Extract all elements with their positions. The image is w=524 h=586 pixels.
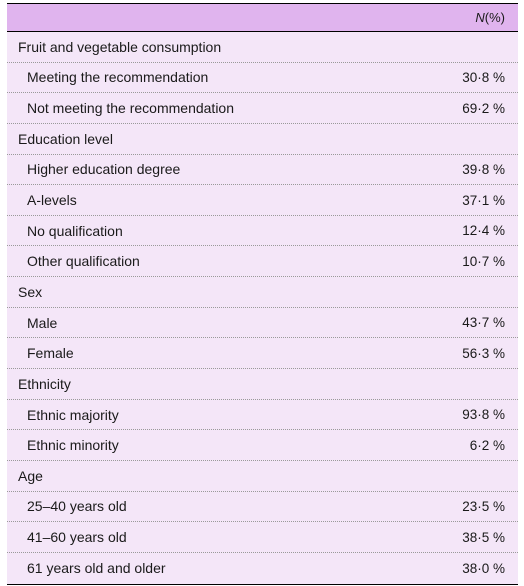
- row-value: 12·4 %: [462, 223, 505, 239]
- row-label: Higher education degree: [27, 161, 181, 178]
- table-body: Fruit and vegetable consumption Meeting t…: [7, 32, 518, 584]
- row-value: 39·8 %: [462, 161, 505, 177]
- row-label: A-levels: [27, 192, 77, 209]
- row-value: 43·7 %: [462, 315, 505, 331]
- row-label: 41–60 years old: [27, 529, 127, 546]
- section-label: Sex: [18, 283, 43, 300]
- row-label: Ethnic minority: [27, 437, 119, 454]
- row-label: Ethnic majority: [27, 406, 119, 423]
- table-row: 41–60 years old 38·5 %: [7, 522, 518, 553]
- table-row: Ethnic minority 6·2 %: [7, 430, 518, 461]
- row-value: 56·3 %: [462, 345, 505, 361]
- row-label: Female: [27, 345, 74, 362]
- table-row: No qualification 12·4 %: [7, 216, 518, 247]
- row-value: 23·5 %: [462, 498, 505, 514]
- table-row: 61 years old and older 38·0 %: [7, 553, 518, 584]
- table-row: Male 43·7 %: [7, 308, 518, 339]
- row-value: 69·2 %: [462, 100, 505, 116]
- row-value: 30·8 %: [462, 69, 505, 85]
- row-label: 25–40 years old: [27, 498, 127, 515]
- row-label: 61 years old and older: [27, 560, 166, 577]
- table-row: Female 56·3 %: [7, 338, 518, 370]
- row-value: 38·5 %: [462, 529, 505, 545]
- section-header-row: Sex: [7, 277, 518, 308]
- section-header-row: Ethnicity: [7, 369, 518, 400]
- section-label: Fruit and vegetable consumption: [18, 38, 222, 55]
- section-header-row: Fruit and vegetable consumption: [7, 32, 518, 63]
- table-row: Other qualification 10·7 %: [7, 246, 518, 278]
- row-label: Not meeting the recommendation: [27, 100, 234, 117]
- section-header-row: Education level: [7, 124, 518, 155]
- section-header-row: Age: [7, 461, 518, 492]
- row-label: Male: [27, 314, 58, 331]
- row-label: Meeting the recommendation: [27, 69, 209, 86]
- table-row: Higher education degree 39·8 %: [7, 155, 518, 186]
- table-row: Ethnic majority 93·8 %: [7, 400, 518, 431]
- row-label: No qualification: [27, 222, 123, 239]
- row-value: 37·1 %: [462, 192, 505, 208]
- section-label: Ethnicity: [18, 375, 71, 392]
- table-row: Not meeting the recommendation 69·2 %: [7, 93, 518, 124]
- row-label: Other qualification: [27, 253, 140, 270]
- data-table: N (%) Fruit and vegetable consumption Mee…: [7, 3, 518, 585]
- table-row: Meeting the recommendation 30·8 %: [7, 63, 518, 94]
- section-label: Education level: [18, 130, 113, 147]
- header-percent-label: (%): [484, 10, 505, 25]
- section-label: Age: [18, 467, 43, 484]
- row-value: 6·2 %: [469, 437, 505, 453]
- row-value: 10·7 %: [462, 253, 505, 269]
- header-n-label: N: [475, 10, 485, 25]
- table-header: N (%): [7, 4, 518, 32]
- row-value: 93·8 %: [462, 407, 505, 422]
- row-value: 38·0 %: [462, 560, 505, 576]
- table-row: A-levels 37·1 %: [7, 185, 518, 216]
- table-row: 25–40 years old 23·5 %: [7, 492, 518, 523]
